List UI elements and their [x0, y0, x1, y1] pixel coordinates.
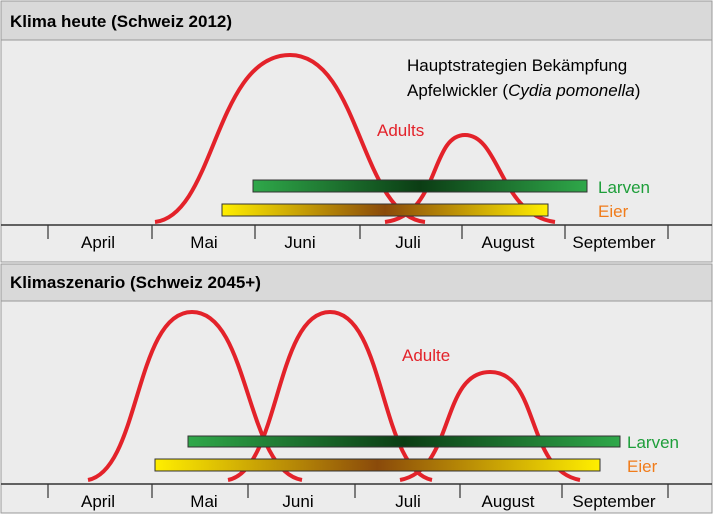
- month-label: Juli: [395, 492, 421, 511]
- annotation-part: Apfelwickler (: [407, 81, 508, 100]
- month-label: Juni: [282, 492, 313, 511]
- panel-title: Klimaszenario (Schweiz 2045+): [10, 273, 261, 292]
- panel-header: [0, 0, 713, 41]
- annotation: Apfelwickler (Cydia pomonella): [407, 81, 640, 100]
- month-label: April: [81, 233, 115, 252]
- larvae-label: Larven: [598, 178, 650, 197]
- annotation: Hauptstrategien Bekämpfung: [407, 56, 627, 75]
- month-label: Juli: [395, 233, 421, 252]
- adults-label: Adults: [377, 121, 424, 140]
- month-label: Juni: [284, 233, 315, 252]
- panel-body: [0, 300, 713, 514]
- month-label: September: [572, 492, 655, 511]
- larvae-bar: [187, 435, 621, 448]
- adults-label: Adulte: [402, 346, 450, 365]
- adult-curve: [399, 369, 581, 482]
- month-label: August: [482, 233, 535, 252]
- month-label: August: [482, 492, 535, 511]
- panel-title: Klima heute (Schweiz 2012): [10, 12, 232, 31]
- larvae-label: Larven: [627, 433, 679, 452]
- annotation-part: Cydia pomonella: [508, 81, 635, 100]
- month-label: April: [81, 492, 115, 511]
- month-label: Mai: [190, 233, 217, 252]
- month-label: Mai: [190, 492, 217, 511]
- eggs-label: Eier: [627, 457, 658, 476]
- month-label: September: [572, 233, 655, 252]
- eggs-bar: [221, 203, 549, 217]
- annotation-part: ): [635, 81, 641, 100]
- eggs-bar: [154, 458, 601, 472]
- panel-header: [0, 263, 713, 302]
- larvae-bar: [252, 179, 588, 193]
- eggs-label: Eier: [598, 202, 629, 221]
- adult-curve: [384, 132, 556, 224]
